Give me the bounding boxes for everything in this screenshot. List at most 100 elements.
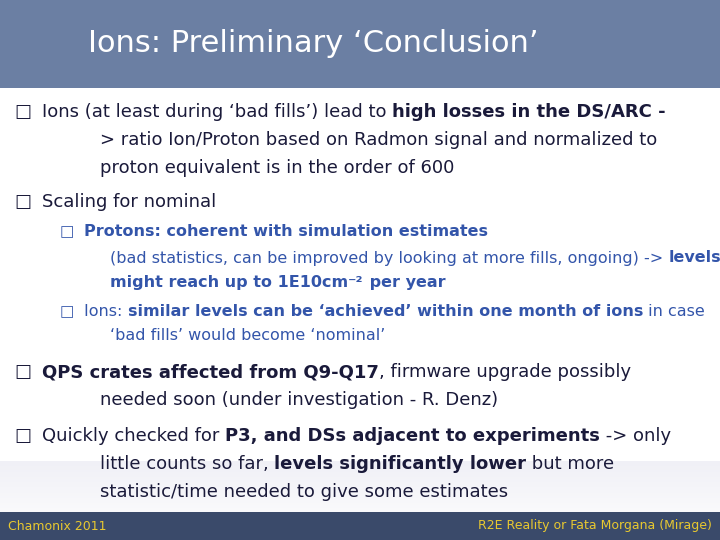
Bar (0, 523, 720, 524)
Bar (0, 466, 720, 467)
Text: Quickly checked for: Quickly checked for (42, 427, 225, 445)
Bar (0, 539, 720, 540)
Bar (0, 505, 720, 506)
Bar (0, 538, 720, 539)
Bar (0, 532, 720, 533)
Text: □: □ (60, 225, 74, 240)
Bar (0, 502, 720, 503)
Bar (0, 480, 720, 481)
Bar (0, 536, 720, 537)
Bar (0, 463, 720, 464)
Text: ⁻²: ⁻² (348, 274, 364, 289)
Text: levels significantly lower: levels significantly lower (274, 455, 526, 473)
Bar (0, 528, 720, 529)
Text: □: □ (14, 103, 31, 121)
Bar (0, 511, 720, 512)
Bar (0, 535, 720, 536)
Bar (0, 495, 720, 496)
Bar (0, 501, 720, 502)
Bar (0, 490, 720, 491)
Bar (0, 462, 720, 463)
Bar (0, 484, 720, 485)
Bar (0, 510, 720, 511)
Text: per year: per year (364, 274, 445, 289)
Bar (0, 483, 720, 484)
Text: , firmware upgrade possibly: , firmware upgrade possibly (379, 363, 631, 381)
Text: Ions: Preliminary ‘Conclusion’: Ions: Preliminary ‘Conclusion’ (88, 30, 539, 58)
Text: statistic/time needed to give some estimates: statistic/time needed to give some estim… (100, 483, 508, 501)
Bar (0, 513, 720, 514)
Bar (0, 518, 720, 519)
Text: QPS crates affected from Q9-Q17: QPS crates affected from Q9-Q17 (42, 363, 379, 381)
Bar (0, 493, 720, 494)
Bar (0, 491, 720, 492)
Text: □: □ (14, 427, 31, 445)
Bar (0, 499, 720, 500)
Bar (0, 514, 720, 515)
Bar (0, 531, 720, 532)
Bar (0, 469, 720, 470)
Bar (0, 519, 720, 520)
Bar (0, 471, 720, 472)
Text: little counts so far,: little counts so far, (100, 455, 274, 473)
Bar (0, 522, 720, 523)
Bar (0, 520, 720, 521)
Text: □: □ (60, 305, 74, 320)
Text: high losses in the DS/ARC -: high losses in the DS/ARC - (392, 103, 666, 121)
Text: Protons: coherent with simulation estimates: Protons: coherent with simulation estima… (84, 225, 488, 240)
Text: might reach up to 1E10cm: might reach up to 1E10cm (110, 274, 348, 289)
Text: similar levels can be ‘achieved’ within one month of ions: similar levels can be ‘achieved’ within … (127, 305, 643, 320)
Bar (0, 506, 720, 507)
Bar (0, 482, 720, 483)
Bar (0, 534, 720, 535)
Text: needed soon (under investigation - R. Denz): needed soon (under investigation - R. De… (100, 391, 498, 409)
Bar (0, 530, 720, 531)
Bar (0, 492, 720, 493)
Bar (0, 485, 720, 486)
Bar (0, 467, 720, 468)
Bar (0, 516, 720, 517)
Bar (0, 494, 720, 495)
Text: but more: but more (526, 455, 615, 473)
Text: proton equivalent is in the order of 600: proton equivalent is in the order of 600 (100, 159, 454, 177)
Bar (0, 475, 720, 476)
Bar (0, 465, 720, 466)
Bar (0, 472, 720, 473)
Bar (0, 512, 720, 513)
Bar (0, 504, 720, 505)
Bar (0, 496, 720, 497)
Bar (0, 477, 720, 478)
Bar (0, 525, 720, 526)
Bar (0, 488, 720, 489)
Bar (0, 517, 720, 518)
Bar (0, 478, 720, 479)
Bar (0, 509, 720, 510)
Bar (0, 529, 720, 530)
Bar (0, 461, 720, 462)
Bar (0, 481, 720, 482)
Text: Scaling for nominal: Scaling for nominal (42, 193, 216, 211)
Bar (0, 507, 720, 508)
Bar (0, 512, 720, 540)
Text: Chamonix 2011: Chamonix 2011 (8, 519, 107, 532)
Bar (0, 489, 720, 490)
Bar (0, 497, 720, 498)
Bar (0, 533, 720, 534)
Bar (0, 470, 720, 471)
Bar (0, 526, 720, 527)
Bar (0, 486, 720, 487)
Bar (0, 537, 720, 538)
Bar (0, 468, 720, 469)
Text: ‘bad fills’ would become ‘nominal’: ‘bad fills’ would become ‘nominal’ (110, 328, 385, 343)
Text: □: □ (14, 363, 31, 381)
Bar (0, 515, 720, 516)
Text: (bad statistics, can be improved by looking at more fills, ongoing) ->: (bad statistics, can be improved by look… (110, 251, 668, 266)
Bar (0, 527, 720, 528)
Bar (0, 473, 720, 474)
Bar (0, 474, 720, 475)
Bar (0, 498, 720, 499)
Bar (0, 508, 720, 509)
Bar (0, 476, 720, 477)
Text: P3, and DSs adjacent to experiments: P3, and DSs adjacent to experiments (225, 427, 600, 445)
Bar (0, 479, 720, 480)
